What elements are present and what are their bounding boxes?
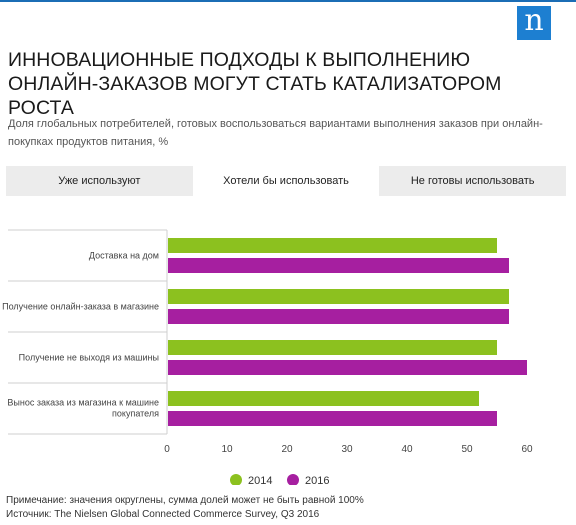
x-tick-label: 50 — [461, 444, 473, 455]
x-tick-label: 30 — [341, 444, 353, 455]
note-text: Примечание: значения округлены, сумма до… — [6, 495, 364, 506]
x-tick-label: 60 — [521, 444, 533, 455]
nielsen-logo-icon: n — [517, 6, 551, 40]
bar-2014-2 — [168, 340, 497, 355]
bar-2016-2 — [168, 360, 527, 375]
source-text: Источник: The Nielsen Global Connected C… — [6, 509, 320, 520]
top-rule — [0, 0, 576, 2]
page-subtitle: Доля глобальных потребителей, готовых во… — [8, 118, 543, 148]
category-label: Доставка на дом — [89, 251, 159, 261]
legend-marker-2014 — [230, 474, 242, 485]
x-tick-label: 40 — [401, 444, 413, 455]
bar-2014-3 — [168, 391, 479, 406]
bar-2014-1 — [168, 289, 509, 304]
bar-2016-0 — [168, 258, 509, 273]
x-tick-label: 20 — [281, 444, 293, 455]
x-tick-label: 10 — [221, 444, 233, 455]
bar-2014-0 — [168, 238, 497, 253]
tab-not-ready[interactable]: Не готовы использовать — [410, 175, 535, 187]
category-label: Получение онлайн-заказа в магазине — [2, 302, 159, 312]
bar-2016-3 — [168, 411, 497, 426]
legend-label-2016: 2016 — [305, 475, 329, 485]
category-label: Получение не выходя из машины — [19, 353, 159, 363]
footnotes: Примечание: значения округлены, сумма до… — [6, 494, 364, 522]
bar-chart: Доставка на дом Получение онлайн-заказа в… — [2, 229, 533, 485]
legend-label-2014: 2014 — [248, 475, 272, 485]
legend-marker-2016 — [287, 474, 299, 485]
tab-would-like[interactable]: Хотели бы использовать — [192, 166, 380, 196]
tab-bar: Уже используют Хотели бы использовать Не… — [6, 166, 566, 196]
category-label: Вынос заказа из магазина к машине покупат… — [7, 398, 159, 419]
tab-already-use[interactable]: Уже используют — [58, 175, 141, 187]
bar-2016-1 — [168, 309, 509, 324]
page-title: ИННОВАЦИОННЫЕ ПОДХОДЫ К ВЫПОЛНЕНИЮ ОНЛАЙ… — [8, 49, 502, 119]
x-tick-label: 0 — [164, 444, 170, 455]
